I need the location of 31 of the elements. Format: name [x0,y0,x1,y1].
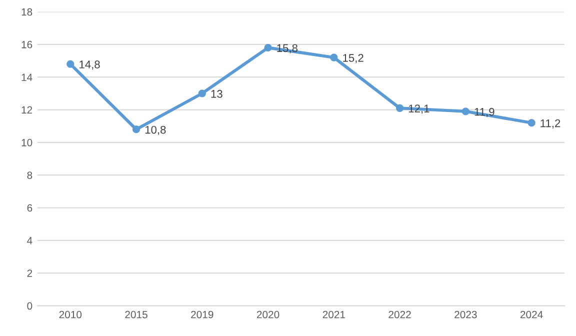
x-tick-label: 2020 [256,310,280,318]
point [132,126,140,134]
y-tick-label: 10 [22,138,32,146]
y-tick-label: 2 [27,270,32,277]
point [198,90,206,98]
y-tick-label: 14 [22,74,32,81]
point [528,119,536,127]
y-tick-label: 6 [27,204,32,212]
y-tick-label: 4 [27,237,32,244]
y-tick-label: 18 [22,8,32,16]
x-tick-label: 2024 [520,310,543,318]
point [462,108,470,116]
y-tick-label: 12 [22,106,32,114]
x-tick-label: 2022 [388,310,411,318]
point [264,44,272,52]
data-label: 13 [211,90,222,98]
x-tick-label: 2023 [454,310,477,318]
x-tick-label: 2010 [59,310,82,318]
data-label: 11,2 [540,119,560,129]
x-tick-label: 2015 [125,310,148,318]
x-tick-label: 2019 [191,310,214,318]
point [66,60,74,68]
data-label: 14,8 [80,60,100,70]
y-tick-label: 16 [22,40,32,48]
y-tick-label: 8 [27,172,32,179]
point [330,54,338,62]
data-label: 10,8 [145,126,166,136]
y-tick-label: 0 [27,302,32,310]
point [396,104,404,112]
data-label: 15,2 [343,54,364,64]
x-tick-label: 2021 [322,310,345,318]
